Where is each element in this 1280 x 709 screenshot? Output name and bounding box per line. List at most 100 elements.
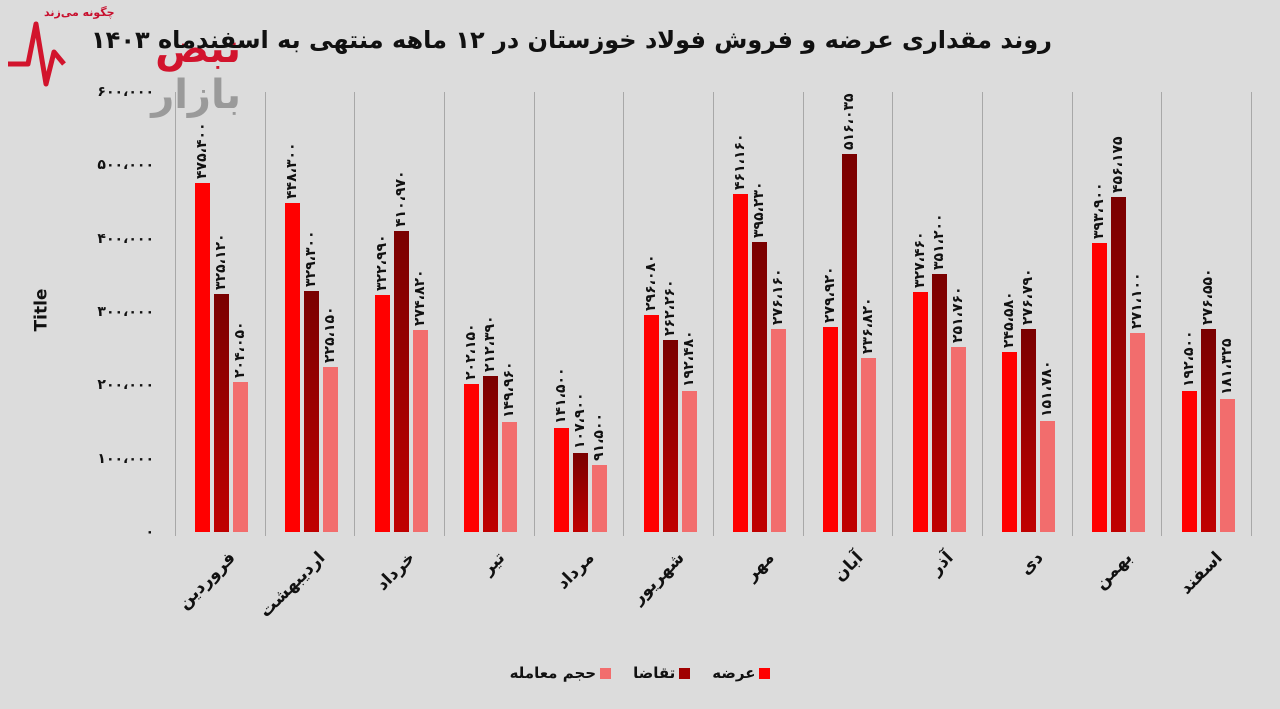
bar: [591, 464, 607, 532]
x-tick-label: تیر: [477, 548, 509, 580]
y-tick-label: ۶۰۰،۰۰۰: [97, 84, 154, 100]
chart-title: روند مقداری عرضه و فروش فولاد خوزستان در…: [91, 26, 1052, 54]
x-tick-label: فروردین: [174, 548, 240, 614]
bar-value-label: ۴۵۶،۱۷۵: [1109, 136, 1126, 194]
bar-group: ۲۷۹،۹۲۰ ۵۱۶،۰۳۵ ۲۳۶،۸۲۰: [803, 92, 893, 532]
y-tick-label: ۵۰۰،۰۰۰: [97, 157, 154, 174]
bar-value-label: ۱۹۲،۵۰۰: [1180, 330, 1197, 387]
bar: [950, 347, 966, 532]
bar-value-label: ۴۶۱،۱۶۰: [732, 133, 749, 190]
bar-value-label: ۲۲۵،۱۵۰: [321, 306, 338, 363]
legend-label: حجم معامله: [509, 664, 597, 682]
bar-value-label: ۵۱۶،۰۳۵: [840, 92, 857, 150]
bar: [322, 366, 338, 532]
category-separator: [1161, 92, 1163, 536]
bar: [393, 230, 409, 532]
legend: عرضه تقاضا حجم معامله: [0, 664, 1280, 682]
x-tick-label: خرداد: [372, 548, 420, 595]
x-tick-label: آذر: [925, 548, 958, 580]
y-tick-label: ۴۰۰،۰۰۰: [97, 230, 154, 247]
legend-label: تقاضا: [633, 664, 676, 682]
bar: [1181, 390, 1197, 532]
bar-value-label: ۲۵۱،۷۶۰: [949, 286, 966, 344]
bar: [412, 330, 428, 532]
x-tick-label: دی: [1015, 548, 1047, 580]
bar: [195, 183, 211, 532]
bar: [1091, 243, 1107, 532]
bar-value-label: ۲۳۶،۸۲۰: [859, 297, 876, 355]
bar: [912, 291, 928, 532]
x-tick-label: اسفند: [1175, 548, 1227, 599]
brand-logo: چگونه می‌زند نبض بازار: [6, 4, 243, 118]
bar-group: ۴۷۵،۴۰۰ ۳۲۵،۱۲۰ ۲۰۴،۰۵۰: [175, 92, 265, 532]
bar: [1002, 351, 1018, 532]
bar-value-label: ۲۷۱،۱۰۰: [1128, 272, 1145, 330]
bar-value-label: ۳۲۲،۹۹۰: [373, 234, 390, 292]
bar: [1129, 333, 1145, 532]
bar-value-label: ۱۰۷،۹۰۰: [571, 392, 588, 449]
legend-label: عرضه: [712, 664, 756, 682]
bar-group: ۳۹۳،۹۰۰ ۴۵۶،۱۷۵ ۲۷۱،۱۰۰: [1072, 92, 1162, 532]
bar-value-label: ۱۵۱،۷۸۰: [1039, 360, 1056, 417]
bar-value-label: ۳۹۳،۹۰۰: [1090, 182, 1107, 240]
y-tick-label: ۳۰۰،۰۰۰: [97, 304, 154, 320]
heartbeat-icon: [8, 21, 66, 87]
bar: [233, 382, 249, 532]
category-separator: [623, 92, 625, 536]
bar: [860, 358, 876, 532]
bar: [1110, 197, 1126, 532]
logo-tagline: چگونه می‌زند: [44, 6, 115, 19]
category-separator: [802, 92, 804, 536]
y-axis-label: Title: [31, 288, 52, 332]
bar-group: ۳۲۷،۴۶۰ ۳۵۱،۲۰۰ ۲۵۱،۷۶۰: [892, 92, 982, 532]
x-tick-label: بهمن: [1091, 548, 1137, 594]
bar: [733, 193, 749, 532]
category-separator: [354, 92, 356, 536]
bar-group: ۱۴۱،۵۰۰ ۱۰۷،۹۰۰ ۹۱،۵۰۰: [534, 92, 624, 532]
bar: [464, 383, 480, 532]
bar: [1021, 329, 1037, 532]
bar-value-label: ۴۴۸،۳۰۰: [283, 142, 300, 200]
bar: [931, 274, 947, 532]
legend-item: تقاضا: [633, 664, 691, 682]
x-tick-label: شهریور: [627, 548, 689, 609]
bar: [1040, 420, 1056, 532]
bar-value-label: ۲۰۴،۰۵۰: [232, 321, 249, 379]
y-tick-label: ۲۰۰،۰۰۰: [97, 377, 154, 394]
bar: [502, 422, 518, 532]
bar: [284, 203, 300, 532]
bar-group: ۲۰۲،۱۵۰ ۲۱۲،۳۹۰ ۱۴۹،۹۶۰: [444, 92, 534, 532]
legend-item: حجم معامله: [510, 664, 612, 682]
y-tick-label: ۱۰۰،۰۰۰: [97, 450, 154, 467]
bar: [643, 314, 659, 532]
bar-value-label: ۲۴۵،۵۸۰: [1001, 291, 1018, 348]
bar-group: ۲۴۵،۵۸۰ ۲۷۶،۷۹۰ ۱۵۱،۷۸۰: [982, 92, 1072, 532]
bar-value-label: ۲۷۶،۷۹۰: [1020, 268, 1037, 326]
logo-name: نبض بازار: [151, 26, 243, 118]
category-separator: [175, 92, 176, 536]
legend-swatch: [759, 667, 771, 679]
legend-item: عرضه: [712, 664, 771, 682]
bar-value-label: ۲۰۲،۱۵۰: [463, 323, 480, 380]
bar-value-label: ۳۲۷،۴۶۰: [911, 231, 928, 288]
bar: [681, 390, 697, 532]
category-separator: [264, 92, 266, 536]
bar: [841, 153, 857, 532]
bar-value-label: ۲۷۴،۸۲۰: [411, 269, 428, 327]
bar-group: ۴۶۱،۱۶۰ ۳۹۵،۲۳۰ ۲۷۶،۱۶۰: [713, 92, 803, 532]
x-tick-label: اردیبهشت: [255, 548, 330, 622]
x-tick-label: مرداد: [553, 548, 599, 594]
bar: [752, 242, 768, 532]
bar-group: ۴۴۸،۳۰۰ ۳۲۹،۳۰۰ ۲۲۵،۱۵۰: [265, 92, 355, 532]
bar-value-label: ۲۹۶،۰۸۰: [642, 254, 659, 311]
bar-value-label: ۳۹۵،۲۳۰: [751, 181, 768, 239]
bar-value-label: ۹۱،۵۰۰: [590, 412, 607, 461]
bar-value-label: ۴۷۵،۴۰۰: [194, 122, 211, 180]
bar: [822, 326, 838, 532]
bar: [214, 293, 230, 532]
bar-group: ۳۲۲،۹۹۰ ۴۱۰،۹۷۰ ۲۷۴،۸۲۰: [354, 92, 444, 532]
bar: [662, 339, 678, 532]
bar: [374, 295, 390, 532]
category-separator: [713, 92, 714, 536]
bar-value-label: ۳۲۵،۱۲۰: [213, 232, 230, 290]
